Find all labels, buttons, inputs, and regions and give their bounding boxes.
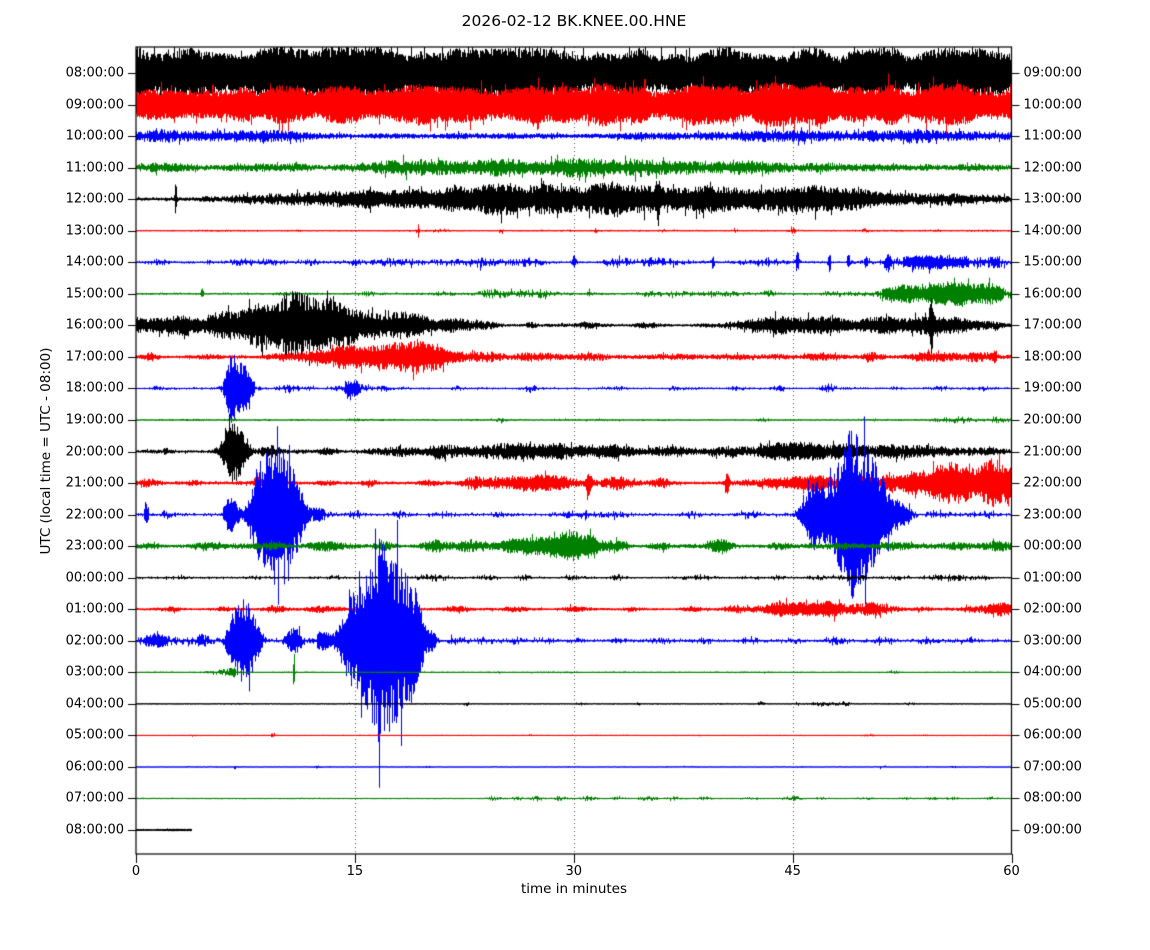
- ytick-label-right: 10:00:00: [1023, 97, 1082, 113]
- ytick-label-left: 15:00:00: [65, 286, 124, 302]
- ytick-label-right: 14:00:00: [1023, 223, 1082, 239]
- ytick-label-left: 08:00:00: [65, 65, 124, 81]
- ytick-label-left: 10:00:00: [65, 128, 124, 144]
- xtick-label: 0: [131, 864, 141, 879]
- plot-title: 2026-02-12 BK.KNEE.00.HNE: [461, 12, 687, 30]
- ytick-label-right: 00:00:00: [1023, 538, 1082, 554]
- ytick-label-right: 06:00:00: [1023, 727, 1082, 743]
- ytick-label-left: 06:00:00: [65, 759, 124, 775]
- ytick-label-left: 00:00:00: [65, 570, 124, 586]
- ytick-label-left: 09:00:00: [65, 97, 124, 113]
- ytick-label-right: 03:00:00: [1023, 633, 1082, 649]
- ytick-label-left: 04:00:00: [65, 696, 124, 712]
- ytick-label-right: 08:00:00: [1023, 790, 1082, 806]
- ytick-label-left: 08:00:00: [65, 822, 124, 838]
- xtick-label: 45: [784, 864, 801, 879]
- ytick-label-left: 02:00:00: [65, 633, 124, 649]
- ytick-label-right: 01:00:00: [1023, 570, 1082, 586]
- ytick-label-left: 01:00:00: [65, 601, 124, 617]
- ytick-label-right: 05:00:00: [1023, 696, 1082, 712]
- xtick-label: 30: [565, 864, 583, 879]
- ytick-label-right: 07:00:00: [1023, 759, 1082, 775]
- ytick-label-left: 19:00:00: [65, 412, 124, 428]
- ytick-label-left: 07:00:00: [65, 790, 124, 806]
- ytick-label-right: 21:00:00: [1023, 444, 1082, 459]
- ytick-label-right: 12:00:00: [1023, 160, 1082, 176]
- ytick-label-left: 17:00:00: [65, 349, 124, 365]
- ytick-label-left: 05:00:00: [65, 727, 124, 743]
- ytick-label-right: 18:00:00: [1023, 349, 1082, 365]
- ytick-label-right: 23:00:00: [1023, 507, 1082, 523]
- ytick-label-right: 04:00:00: [1023, 664, 1082, 680]
- ytick-label-left: 11:00:00: [65, 160, 124, 176]
- ytick-label-left: 16:00:00: [65, 317, 124, 333]
- xtick-label: 15: [346, 864, 364, 879]
- ytick-label-right: 22:00:00: [1023, 475, 1082, 491]
- ytick-label-right: 16:00:00: [1023, 286, 1082, 302]
- ytick-label-left: 12:00:00: [65, 191, 124, 207]
- xtick-label: 60: [1003, 864, 1020, 879]
- ytick-label-left: 20:00:00: [65, 444, 124, 459]
- ytick-label-right: 09:00:00: [1023, 65, 1082, 81]
- ytick-label-left: 21:00:00: [65, 475, 124, 491]
- ytick-label-left: 14:00:00: [65, 254, 124, 270]
- x-axis-label: time in minutes: [520, 881, 628, 897]
- ytick-label-right: 11:00:00: [1023, 128, 1082, 144]
- ytick-label-right: 17:00:00: [1023, 317, 1082, 333]
- ytick-label-right: 20:00:00: [1023, 412, 1082, 428]
- ytick-label-right: 09:00:00: [1023, 822, 1082, 838]
- ytick-label-left: 13:00:00: [65, 223, 124, 239]
- ytick-label-left: 22:00:00: [65, 507, 124, 523]
- ytick-label-right: 15:00:00: [1023, 254, 1082, 270]
- ytick-label-right: 02:00:00: [1023, 601, 1082, 617]
- ytick-label-left: 03:00:00: [65, 664, 124, 680]
- ytick-label-right: 19:00:00: [1023, 380, 1082, 396]
- ytick-label-left: 18:00:00: [65, 380, 124, 396]
- ytick-label-left: 23:00:00: [65, 538, 124, 554]
- ytick-label-right: 13:00:00: [1023, 191, 1082, 207]
